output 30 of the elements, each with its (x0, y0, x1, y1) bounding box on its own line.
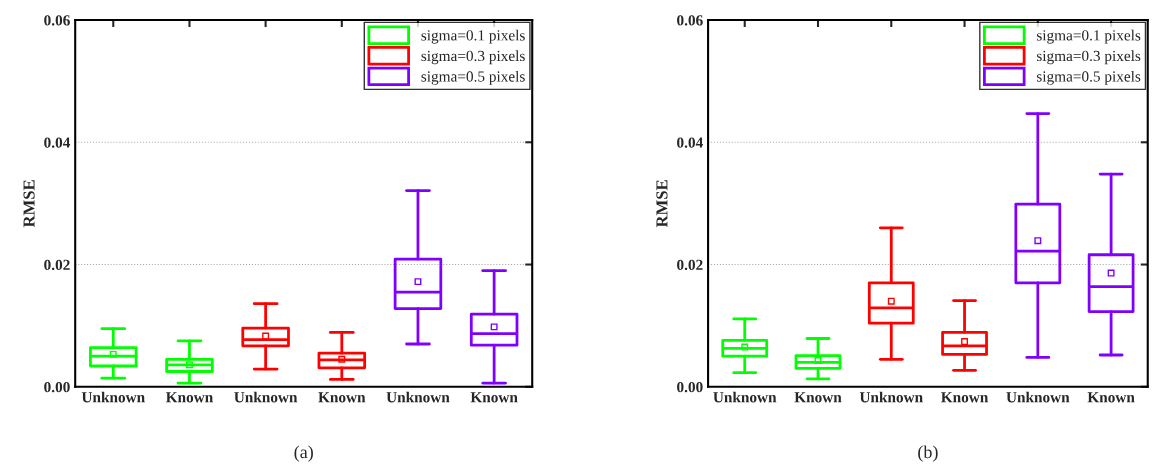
x-tick-label: Known (1087, 392, 1135, 403)
x-tick-label: Unknown (713, 391, 777, 403)
text: (b) (918, 445, 938, 462)
legend-label: sigma=0.1 pixels (1036, 29, 1141, 44)
x-tick-label: Known (941, 392, 989, 403)
x-tick-label: Known (318, 392, 366, 403)
text: (a) (294, 445, 313, 462)
legend-label: sigma=0.3 pixels (1036, 50, 1141, 65)
y-tick-label: 0.00 (677, 381, 703, 393)
legend-label: sigma=0.1 pixels (421, 29, 525, 44)
x-tick-label: Unknown (1006, 391, 1070, 403)
legend-label: sigma=0.5 pixels (421, 70, 525, 85)
y-axis-title: RMSE (656, 180, 668, 228)
x-tick-label: Unknown (81, 391, 145, 403)
y-tick-label: 0.00 (44, 381, 70, 393)
x-tick-label: Known (794, 392, 842, 403)
legend-label: sigma=0.5 pixels (1036, 70, 1141, 85)
x-tick-label: Known (165, 392, 213, 403)
y-tick-label: 0.04 (44, 137, 71, 148)
y-tick-label: 0.04 (677, 137, 703, 148)
y-axis-title: RMSE (23, 180, 35, 228)
x-tick-label: Unknown (859, 391, 923, 403)
x-tick-label: Unknown (234, 391, 298, 403)
y-tick-label: 0.02 (677, 259, 703, 271)
y-tick-label: 0.06 (677, 15, 703, 26)
x-tick-label: Known (470, 392, 518, 403)
y-tick-label: 0.06 (44, 15, 70, 26)
x-tick-label: Unknown (386, 391, 450, 403)
y-tick-label: 0.02 (44, 259, 70, 271)
legend-label: sigma=0.3 pixels (421, 50, 525, 65)
